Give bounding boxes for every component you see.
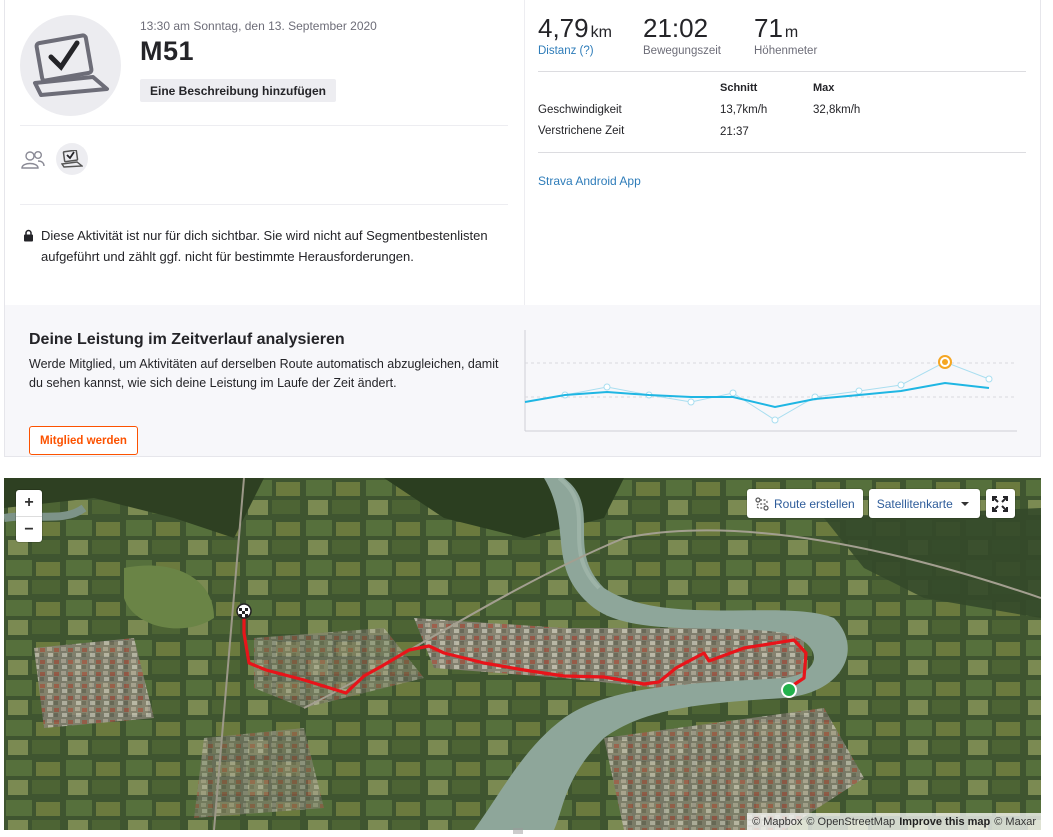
speed-avg: 13,7km/h	[720, 104, 768, 116]
elapsed-avg: 21:37	[720, 126, 749, 138]
activity-datetime: 13:30 am Sonntag, den 13. September 2020	[140, 19, 377, 33]
elevation-unit: m	[784, 24, 799, 41]
map-type-select[interactable]: Satellitenkarte	[868, 489, 980, 518]
elevation-label: Höhenmeter	[754, 45, 818, 57]
speed-max: 32,8km/h	[813, 104, 861, 116]
zoom-controls: + −	[16, 490, 42, 542]
upsell-panel: Deine Leistung im Zeitverlauf analysiere…	[5, 305, 1040, 456]
privacy-text: Diese Aktivität ist nur für dich sichtba…	[41, 228, 488, 264]
col-header-max: Max	[813, 82, 835, 94]
divider	[538, 152, 1026, 153]
zoom-out-button[interactable]: −	[16, 516, 42, 542]
divider	[538, 71, 1026, 72]
maxar-attribution[interactable]: © Maxar	[994, 815, 1036, 828]
lock-icon	[23, 228, 34, 249]
row-label-speed: Geschwindigkeit	[538, 104, 622, 116]
performance-trend-illustration	[524, 330, 1017, 432]
route-map[interactable]: + − Route erstellen Satellitenkarte © Ma…	[4, 478, 1041, 830]
activity-card: 13:30 am Sonntag, den 13. September 2020…	[4, 0, 1041, 457]
stat-moving-time: 21:02 Bewegungszeit	[643, 13, 721, 57]
map-type-label: Satellitenkarte	[876, 496, 953, 511]
elevation-value: 71	[754, 13, 783, 43]
fullscreen-icon	[992, 495, 1009, 512]
column-divider	[524, 0, 525, 305]
row-label-elapsed: Verstrichene Zeit	[538, 125, 625, 137]
privacy-notice: Diese Aktivität ist nur für dich sichtba…	[23, 226, 493, 267]
chevron-down-icon	[960, 501, 969, 506]
become-member-button[interactable]: Mitglied werden	[29, 426, 138, 455]
osm-attribution[interactable]: © OpenStreetMap	[806, 815, 896, 828]
avatar[interactable]	[20, 15, 121, 116]
activity-summary: 13:30 am Sonntag, den 13. September 2020…	[5, 0, 524, 305]
distance-value: 4,79	[538, 13, 589, 43]
add-description-button[interactable]: Eine Beschreibung hinzufügen	[140, 79, 337, 102]
map-attribution: © Mapbox © OpenStreetMap Improve this ma…	[747, 813, 1041, 830]
fullscreen-button[interactable]	[985, 489, 1015, 518]
distance-unit: km	[590, 24, 612, 41]
improve-map-link[interactable]: Improve this map	[899, 815, 991, 828]
distance-label[interactable]: Distanz (?)	[538, 45, 594, 57]
divider	[20, 204, 508, 205]
device-link[interactable]: Strava Android App	[538, 174, 641, 188]
moving-time-label: Bewegungszeit	[643, 45, 721, 57]
activity-title[interactable]: M51	[140, 36, 195, 66]
zoom-in-button[interactable]: +	[24, 494, 34, 511]
device-icon[interactable]	[56, 143, 88, 175]
upsell-title: Deine Leistung im Zeitverlauf analysiere…	[29, 331, 345, 348]
create-route-label: Route erstellen	[774, 496, 855, 511]
divider	[20, 125, 508, 126]
manual-entry-icon	[32, 32, 109, 97]
col-header-avg: Schnitt	[720, 82, 758, 94]
athletes-icon[interactable]	[21, 150, 45, 175]
upsell-text: Werde Mitglied, um Aktivitäten auf derse…	[29, 357, 499, 390]
map-controls: Route erstellen Satellitenkarte	[747, 489, 1015, 518]
stat-distance: 4,79 km Distanz (?)	[538, 13, 612, 57]
create-route-button[interactable]: Route erstellen	[747, 489, 863, 518]
resize-handle-icon[interactable]	[513, 828, 523, 834]
stat-elevation: 71 m Höhenmeter	[754, 13, 817, 57]
route-icon	[755, 496, 769, 511]
satellite-map-imagery[interactable]	[4, 478, 1041, 830]
moving-time-value: 21:02	[643, 13, 709, 43]
mapbox-attribution[interactable]: © Mapbox	[752, 815, 803, 828]
